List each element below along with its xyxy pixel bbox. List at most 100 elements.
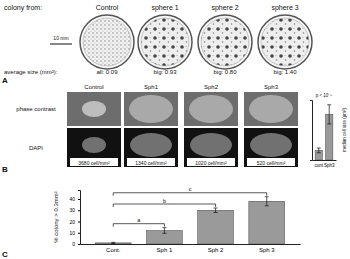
plate-colonies <box>201 18 249 66</box>
y-tick-label: 20 <box>69 219 75 225</box>
plate-label: sphere 3 <box>271 4 298 12</box>
panel-label: A <box>2 76 8 85</box>
phase-image <box>124 92 178 126</box>
y-axis-title: % colony > 0.3mm² <box>53 191 59 243</box>
panel-label: C <box>2 250 8 259</box>
comparison-label: b <box>163 198 166 204</box>
comparison-bracket <box>113 224 164 227</box>
size-label: big: 0.80 <box>213 69 237 75</box>
y-tick: 20 <box>69 219 80 225</box>
colony-image <box>189 95 233 123</box>
chart: contSph3 median cell size (µm²) p < 10⁻⁵ <box>310 93 347 168</box>
comparison-bracket <box>113 204 215 207</box>
x-tick-label: Sph3 <box>324 163 335 168</box>
chart: 0 10 20 30 40 Cont. Sph 1 Sph 2 Sph 3 % colony > … <box>53 186 301 253</box>
y-axis: 0 10 20 30 40 <box>69 191 80 248</box>
nuclei-image <box>82 137 106 153</box>
y-tick: 10 <box>69 230 80 236</box>
x-tick-label: cont <box>315 163 324 168</box>
y-tick-mark <box>78 244 80 245</box>
panel-b: phase contrastDAPIControl3680 cell/mm²Sp… <box>16 84 298 167</box>
plate-colonies <box>83 18 131 66</box>
plate-colonies <box>261 18 309 66</box>
plate <box>80 15 134 69</box>
scale-bar <box>50 44 72 45</box>
dapi-image <box>244 128 298 167</box>
x-tick: cont <box>315 160 324 168</box>
x-tick: Sph 3 <box>259 244 275 253</box>
error-bar <box>111 242 115 243</box>
x-axis: contSph3 <box>313 160 337 168</box>
y-axis-line <box>78 191 81 245</box>
column-label: Sph1 <box>144 84 159 90</box>
panel-label: B <box>2 165 8 174</box>
row-label: DAPI <box>29 145 43 151</box>
scale-bar-label: 10 mm <box>53 35 68 41</box>
phase-image <box>67 92 121 126</box>
size-heading: average size (mm²): <box>4 69 58 75</box>
error-bar <box>162 228 166 234</box>
plate <box>258 15 312 69</box>
dapi-image <box>184 128 238 167</box>
bar <box>198 210 234 244</box>
annotation: p < 10⁻⁵ <box>316 93 333 98</box>
phase-image <box>184 92 238 126</box>
plate <box>138 15 192 69</box>
plate <box>198 15 252 69</box>
y-axis-title: median cell size (µm²) <box>342 107 347 152</box>
density-label: 1020 cell/mm² <box>195 160 227 166</box>
plate-label: Control <box>96 4 119 11</box>
column-label: Control <box>84 84 103 90</box>
y-tick-mark <box>78 199 80 200</box>
x-tick-label: Cont. <box>106 247 121 253</box>
density-box <box>127 158 175 166</box>
figure: colony from:Controlall: 0.09sphere 1big:… <box>0 0 350 259</box>
x-tick: Sph3 <box>324 160 335 168</box>
row-label: phase contrast <box>16 106 56 112</box>
dapi-image <box>124 128 178 167</box>
colony-image <box>129 95 173 123</box>
nuclei-image <box>190 133 232 157</box>
y-axis-line <box>310 101 313 161</box>
density-box <box>247 158 295 166</box>
x-tick-label: Sph 3 <box>259 247 275 253</box>
density-box <box>70 158 118 166</box>
nuclei-image <box>130 133 172 157</box>
y-tick: 30 <box>69 207 80 213</box>
x-axis: Cont. Sph 1 Sph 2 Sph 3 <box>81 244 301 253</box>
y-axis <box>310 101 313 161</box>
plate-colonies <box>141 18 189 66</box>
y-tick: 0 <box>72 241 80 247</box>
density-label: 520 cell/mm² <box>257 160 286 166</box>
y-tick-mark <box>78 222 80 223</box>
colony-image <box>249 95 293 123</box>
y-tick-mark <box>78 210 80 211</box>
error-bar <box>214 208 218 213</box>
x-tick: Sph 1 <box>157 244 173 253</box>
x-tick-label: Sph 2 <box>208 247 224 253</box>
error-bar <box>327 105 331 124</box>
y-tick-label: 10 <box>69 230 75 236</box>
y-tick-mark <box>78 233 80 234</box>
heading: colony from: <box>4 4 42 12</box>
error-bar <box>265 197 269 206</box>
y-tick-label: 40 <box>69 196 75 202</box>
comparison-label: c <box>189 186 192 192</box>
plate-label: sphere 2 <box>211 4 238 12</box>
y-tick-label: 0 <box>72 241 75 247</box>
x-tick: Sph 2 <box>208 244 224 253</box>
x-axis-line <box>81 244 301 245</box>
dapi-image <box>67 128 121 167</box>
phase-image <box>244 92 298 126</box>
plot-area <box>95 197 284 244</box>
size-label: big: 0.93 <box>153 69 177 75</box>
column-label: Sph3 <box>264 84 279 90</box>
bar <box>249 201 285 244</box>
comparison-bracket <box>113 193 266 196</box>
y-tick-label: 30 <box>69 207 75 213</box>
error-bar <box>317 148 321 153</box>
comparison-label: a <box>137 217 141 223</box>
y-tick: 40 <box>69 196 80 202</box>
bar <box>95 243 131 244</box>
panel-a: colony from:Controlall: 0.09sphere 1big:… <box>4 4 312 75</box>
